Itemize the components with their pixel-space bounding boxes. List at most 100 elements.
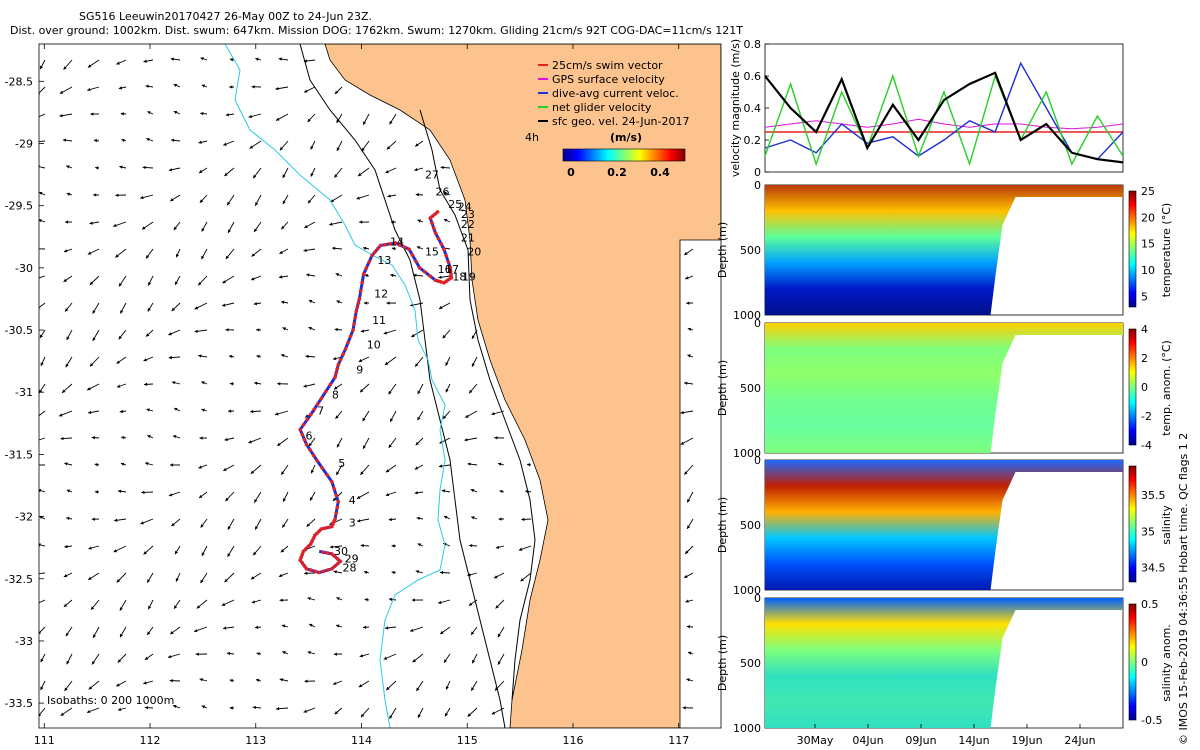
map-colorbar	[562, 148, 686, 162]
current-arrow	[119, 599, 127, 611]
current-arrow	[250, 464, 262, 475]
current-arrow	[147, 302, 154, 312]
swim-vector-mark	[301, 549, 306, 554]
current-arrow	[470, 626, 478, 636]
current-arrow	[92, 626, 100, 639]
track-label: 11	[372, 314, 386, 327]
swim-vector-mark	[330, 552, 334, 556]
current-arrow	[93, 193, 100, 197]
current-arrow	[90, 112, 100, 116]
current-arrow	[91, 517, 100, 521]
track-label: 8	[332, 388, 339, 401]
swim-vector-mark	[358, 289, 363, 293]
current-arrow	[251, 248, 262, 257]
current-arrow	[171, 138, 181, 142]
current-arrow	[467, 462, 478, 466]
map-x-axis: 111 112 113 114 115 116 117	[34, 44, 689, 747]
swim-vector-mark	[449, 272, 453, 277]
swim-vector-mark	[432, 226, 436, 231]
current-arrow	[281, 624, 289, 628]
current-arrow	[279, 140, 289, 151]
swim-vector-mark	[323, 389, 328, 394]
current-arrow	[359, 383, 370, 393]
current-arrow	[144, 462, 154, 466]
swim-vector-mark	[311, 536, 316, 540]
current-arrow	[360, 543, 370, 548]
current-arrow	[61, 383, 73, 394]
current-arrow	[221, 599, 235, 607]
current-arrow	[118, 329, 127, 340]
current-arrow	[40, 356, 46, 367]
current-arrow	[89, 356, 100, 367]
track-label: 25	[448, 198, 462, 211]
current-arrow	[171, 518, 181, 527]
map-colorbar-tick-1: 0.2	[607, 166, 627, 179]
current-arrow	[115, 248, 127, 258]
current-arrow	[92, 302, 100, 314]
current-arrow	[335, 624, 343, 628]
current-arrow	[687, 327, 694, 331]
current-arrow	[226, 194, 235, 206]
current-arrow	[359, 653, 370, 658]
section-colorbar-tick: 5	[1141, 290, 1148, 303]
current-arrow	[198, 354, 208, 358]
swim-vector-mark	[336, 363, 341, 367]
legend-geo: sfc geo. vel. 24-Jun-2017	[552, 115, 689, 128]
current-arrow	[389, 113, 397, 125]
swim-vector-mark	[338, 357, 343, 362]
current-arrow	[686, 491, 694, 503]
current-arrow	[336, 437, 343, 448]
current-arrow	[118, 86, 127, 90]
current-arrow	[439, 626, 451, 635]
current-arrow	[526, 463, 532, 467]
current-arrow	[470, 680, 478, 692]
current-arrow	[199, 194, 208, 204]
current-arrow	[252, 545, 262, 556]
current-arrow	[39, 275, 46, 279]
current-arrow	[278, 572, 289, 578]
current-arrow	[356, 194, 370, 200]
current-arrow	[499, 489, 505, 494]
current-arrow	[147, 111, 154, 115]
current-arrow	[334, 86, 343, 95]
current-arrow	[194, 329, 208, 333]
current-arrow	[121, 138, 127, 143]
current-arrow	[223, 464, 235, 472]
current-arrow	[335, 410, 343, 420]
isobath-0m-shelf	[419, 109, 536, 701]
current-arrow	[388, 437, 397, 449]
current-arrow	[278, 275, 289, 279]
swim-vector-mark	[372, 250, 377, 255]
swim-vector-mark	[300, 561, 305, 565]
current-arrow	[62, 138, 73, 142]
current-arrow	[63, 275, 73, 283]
current-arrow	[195, 652, 208, 656]
swim-vector-mark	[311, 453, 316, 458]
swim-vector-mark	[436, 279, 441, 283]
current-arrow	[310, 140, 316, 150]
current-arrow	[303, 248, 316, 253]
current-arrow	[200, 518, 208, 528]
swim-vector-mark	[309, 568, 313, 572]
current-arrow	[196, 599, 208, 609]
current-arrow	[280, 354, 289, 358]
swim-vector-mark	[302, 437, 307, 442]
current-arrow	[91, 653, 100, 665]
current-arrow	[225, 113, 235, 117]
swim-vector-mark	[321, 550, 326, 554]
legend-dac: dive-avg current veloc.	[552, 87, 679, 100]
swim-vector-mark	[442, 247, 446, 251]
current-arrow	[364, 274, 370, 278]
current-arrow	[686, 301, 694, 305]
swim-vector-mark	[388, 242, 393, 246]
current-arrow	[362, 113, 370, 125]
current-arrow	[282, 194, 289, 205]
current-arrow	[304, 571, 316, 575]
current-arrow	[416, 680, 424, 692]
current-arrow	[521, 517, 532, 522]
map-y-tick: -28.5	[5, 75, 33, 88]
current-arrow	[686, 625, 694, 629]
current-arrow	[684, 381, 694, 385]
current-arrow	[254, 518, 262, 530]
section-data	[765, 598, 1123, 728]
